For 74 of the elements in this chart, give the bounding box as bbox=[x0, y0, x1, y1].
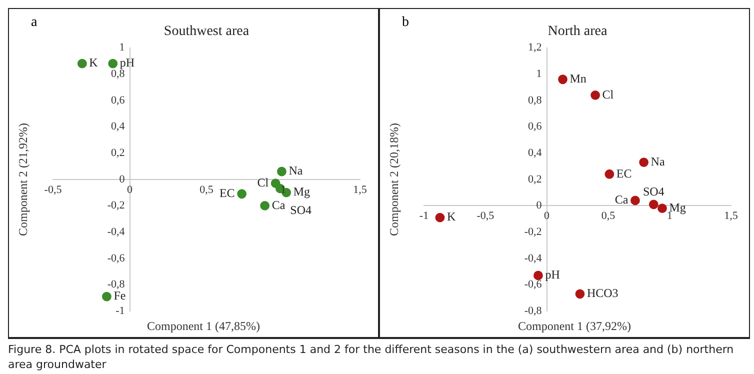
point bbox=[558, 74, 568, 84]
annotation: EC bbox=[616, 166, 632, 180]
x-tick-label: 1,5 bbox=[724, 210, 738, 222]
annotation: Cl bbox=[602, 87, 614, 102]
annotation: pH bbox=[120, 56, 135, 70]
x-tick-label: -0,5 bbox=[44, 184, 62, 196]
caption: Figure 8. PCA plots in rotated space for Components 1 and 2 for the different seasons in the (a) southwestern area and (b) northern area groundwater bbox=[8, 342, 735, 372]
annotation: Fe bbox=[114, 288, 126, 303]
annotation: HCO3 bbox=[586, 286, 618, 300]
annotation: Mn bbox=[570, 72, 586, 86]
annotation: Cl bbox=[257, 176, 270, 190]
y-tick-label: 0,6 bbox=[111, 94, 126, 106]
y-tick-label: 1 bbox=[119, 42, 125, 54]
annotation: K bbox=[89, 56, 98, 70]
y-tick-label: -0,8 bbox=[107, 278, 126, 291]
x-tick-label: 0,5 bbox=[601, 210, 616, 222]
y-tick-label: 0 bbox=[536, 200, 542, 212]
y-tick-label: 0,2 bbox=[111, 146, 125, 159]
y-tick-label: 0,4 bbox=[111, 120, 126, 133]
y-tick-label: 1 bbox=[536, 68, 542, 80]
y-tick-label: -0,6 bbox=[107, 252, 126, 264]
annotation: EC bbox=[219, 186, 235, 200]
y-tick-label: 1,2 bbox=[528, 42, 542, 54]
text: a bbox=[31, 15, 38, 31]
y-tick-label: -0,8 bbox=[524, 304, 542, 317]
x-tick-label: -0,5 bbox=[476, 210, 495, 222]
chart-title: Southwest area bbox=[164, 24, 250, 40]
point bbox=[277, 166, 286, 176]
x-axis-title: Component 1 (37,92%) bbox=[517, 319, 632, 334]
y-tick-label: 0,8 bbox=[111, 68, 126, 80]
point bbox=[77, 58, 87, 68]
point bbox=[534, 270, 543, 280]
y-tick-label: 0,2 bbox=[528, 173, 542, 186]
y-tick-label: 0 bbox=[119, 173, 126, 186]
annotation: Na bbox=[288, 164, 304, 178]
annotation: Mg bbox=[293, 184, 310, 199]
x-axis-title: Component 1 (47,85%) bbox=[146, 319, 261, 334]
y-tick-label: -0,4 bbox=[107, 226, 126, 238]
point bbox=[108, 58, 118, 68]
annotation: SO4 bbox=[642, 184, 664, 199]
annotation: SO4 bbox=[290, 202, 312, 217]
x-tick-label: 0 bbox=[544, 210, 550, 222]
annotation: K bbox=[446, 210, 456, 224]
x-tick-label: -1 bbox=[419, 210, 429, 222]
y-tick-label: 0,4 bbox=[528, 146, 542, 159]
annotation: Ca bbox=[272, 198, 286, 212]
point bbox=[639, 158, 649, 167]
y-tick-label: -1 bbox=[116, 304, 125, 317]
annotation: Na bbox=[650, 154, 666, 168]
x-tick-label: 1,5 bbox=[353, 184, 368, 196]
x-tick-label: 1 bbox=[280, 184, 286, 196]
point bbox=[658, 204, 667, 214]
point bbox=[630, 196, 640, 206]
point bbox=[237, 189, 247, 199]
x-tick-label: 0,5 bbox=[200, 184, 214, 196]
point bbox=[102, 292, 112, 302]
point bbox=[604, 169, 614, 179]
y-tick-label: 0,8 bbox=[528, 94, 542, 106]
y-tick-label: -0,6 bbox=[524, 278, 542, 291]
y-tick-label: -0,2 bbox=[107, 200, 125, 212]
point bbox=[575, 289, 585, 299]
y-tick-label: 0,6 bbox=[528, 120, 542, 133]
text: b bbox=[402, 15, 409, 31]
annotation: pH bbox=[545, 268, 560, 282]
point bbox=[590, 90, 600, 100]
y-tick-label: -0,2 bbox=[524, 226, 542, 238]
point bbox=[435, 212, 445, 222]
point bbox=[260, 201, 270, 210]
point bbox=[648, 200, 658, 210]
annotation: Ca bbox=[614, 192, 629, 207]
chart-title: North area bbox=[548, 24, 608, 40]
y-tick-label: -0,4 bbox=[524, 252, 542, 264]
y-axis-title: Component 2 (21,92%) bbox=[16, 122, 30, 236]
y-axis-title: Component 2 (20,18%) bbox=[386, 122, 402, 236]
